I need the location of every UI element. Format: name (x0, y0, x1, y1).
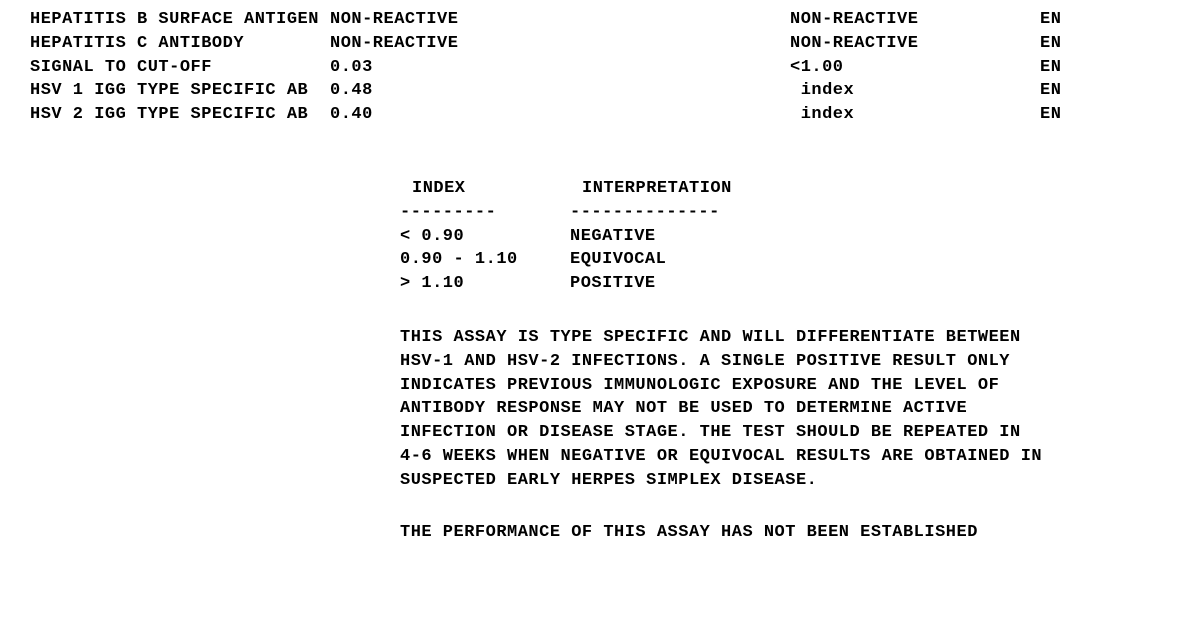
spacer (530, 8, 790, 32)
interpretation-rule: --------- -------------- (400, 201, 1170, 225)
index-value: > 1.10 (400, 272, 570, 296)
assay-note: THIS ASSAY IS TYPE SPECIFIC AND WILL DIF… (400, 326, 1050, 493)
test-result: 0.03 (330, 56, 530, 80)
interpretation-row: > 1.10 POSITIVE (400, 272, 1170, 296)
test-name: HEPATITIS B SURFACE ANTIGEN (30, 8, 330, 32)
result-row: HSV 2 IGG TYPE SPECIFIC AB 0.40 index EN (30, 103, 1170, 127)
lab-code: EN (1040, 32, 1100, 56)
header-index: INDEX (400, 177, 582, 201)
reference-range: NON-REACTIVE (790, 32, 1040, 56)
reference-range: NON-REACTIVE (790, 8, 1040, 32)
lab-results-table: HEPATITIS B SURFACE ANTIGEN NON-REACTIVE… (30, 8, 1170, 127)
assay-note-2: THE PERFORMANCE OF THIS ASSAY HAS NOT BE… (400, 521, 1050, 545)
test-name: HSV 1 IGG TYPE SPECIFIC AB (30, 79, 330, 103)
reference-range: index (790, 103, 1040, 127)
lab-code: EN (1040, 79, 1100, 103)
interpretation-row: < 0.90 NEGATIVE (400, 225, 1170, 249)
interpretation-table: INDEX INTERPRETATION --------- ---------… (400, 177, 1170, 296)
spacer (530, 103, 790, 127)
lab-code: EN (1040, 56, 1100, 80)
interpretation-label: EQUIVOCAL (570, 248, 770, 272)
test-result: NON-REACTIVE (330, 32, 530, 56)
test-name: SIGNAL TO CUT-OFF (30, 56, 330, 80)
result-row: SIGNAL TO CUT-OFF 0.03 <1.00 EN (30, 56, 1170, 80)
result-row: HEPATITIS C ANTIBODY NON-REACTIVE NON-RE… (30, 32, 1170, 56)
reference-range: <1.00 (790, 56, 1040, 80)
spacer (530, 79, 790, 103)
interpretation-header: INDEX INTERPRETATION (400, 177, 1170, 201)
result-row: HSV 1 IGG TYPE SPECIFIC AB 0.48 index EN (30, 79, 1170, 103)
result-row: HEPATITIS B SURFACE ANTIGEN NON-REACTIVE… (30, 8, 1170, 32)
test-result: 0.48 (330, 79, 530, 103)
test-result: NON-REACTIVE (330, 8, 530, 32)
lab-code: EN (1040, 103, 1100, 127)
index-value: < 0.90 (400, 225, 570, 249)
test-name: HEPATITIS C ANTIBODY (30, 32, 330, 56)
reference-range: index (790, 79, 1040, 103)
rule-dash: -------------- (570, 201, 770, 225)
lab-code: EN (1040, 8, 1100, 32)
spacer (530, 56, 790, 80)
spacer (530, 32, 790, 56)
test-name: HSV 2 IGG TYPE SPECIFIC AB (30, 103, 330, 127)
header-interpretation: INTERPRETATION (582, 177, 782, 201)
test-result: 0.40 (330, 103, 530, 127)
interpretation-row: 0.90 - 1.10 EQUIVOCAL (400, 248, 1170, 272)
rule-dash: --------- (400, 201, 570, 225)
interpretation-label: POSITIVE (570, 272, 770, 296)
interpretation-label: NEGATIVE (570, 225, 770, 249)
index-value: 0.90 - 1.10 (400, 248, 570, 272)
